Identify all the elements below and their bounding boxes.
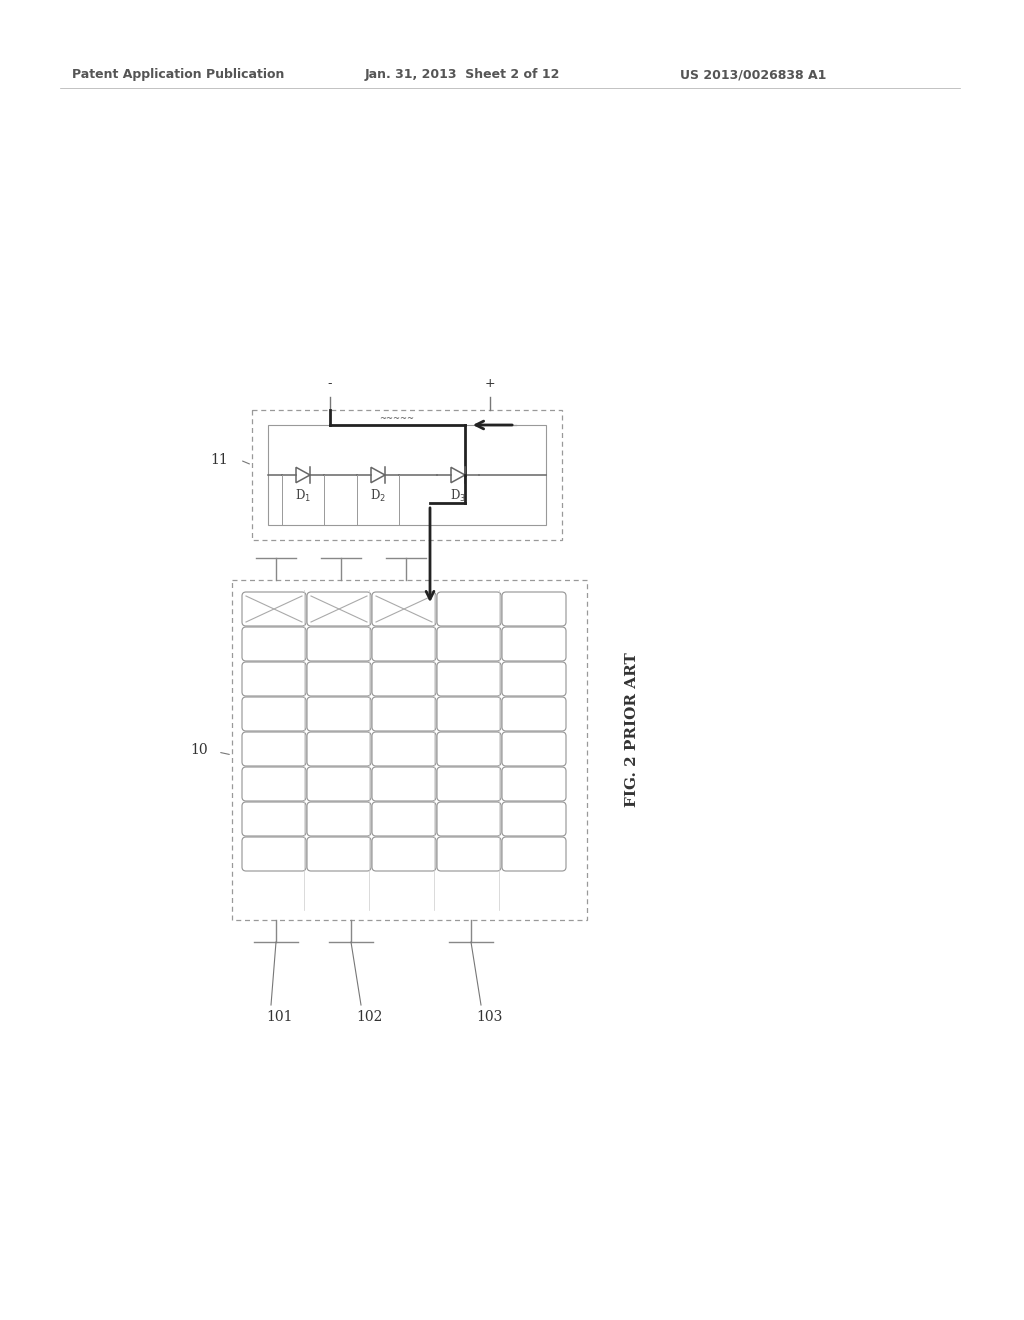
Text: D$_3$: D$_3$ [450,487,466,504]
Text: 10: 10 [190,743,208,756]
Text: Jan. 31, 2013  Sheet 2 of 12: Jan. 31, 2013 Sheet 2 of 12 [365,69,560,81]
Text: US 2013/0026838 A1: US 2013/0026838 A1 [680,69,826,81]
Text: 103: 103 [476,1010,503,1024]
Text: 102: 102 [356,1010,382,1024]
Text: +: + [484,378,496,389]
Text: ~~~~~: ~~~~~ [380,414,415,422]
Text: -: - [328,378,332,389]
Text: D$_1$: D$_1$ [295,487,311,504]
Text: D$_2$: D$_2$ [370,487,386,504]
Text: FIG. 2 PRIOR ART: FIG. 2 PRIOR ART [625,652,639,808]
Text: 11: 11 [210,453,228,467]
Text: Patent Application Publication: Patent Application Publication [72,69,285,81]
Text: 101: 101 [266,1010,293,1024]
